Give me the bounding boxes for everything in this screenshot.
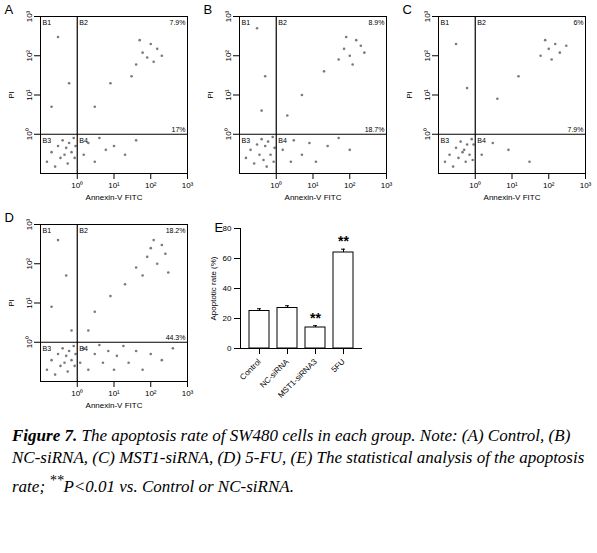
- svg-text:B4: B4: [79, 136, 88, 143]
- svg-text:10¹: 10¹: [423, 89, 432, 101]
- svg-text:Apoptotic rate (%): Apoptotic rate (%): [209, 256, 218, 320]
- svg-text:B2: B2: [477, 19, 486, 26]
- svg-text:10²: 10²: [543, 181, 555, 190]
- svg-text:10¹: 10¹: [224, 89, 233, 101]
- svg-text:10³: 10³: [224, 10, 233, 22]
- svg-text:PI: PI: [7, 299, 16, 307]
- svg-text:40: 40: [223, 284, 232, 293]
- svg-text:MST1-siRNA3: MST1-siRNA3: [276, 357, 319, 400]
- svg-text:18.7%: 18.7%: [365, 125, 385, 132]
- svg-text:C: C: [403, 2, 412, 17]
- svg-text:B2: B2: [79, 19, 88, 26]
- svg-text:PI: PI: [405, 91, 414, 99]
- svg-text:10²: 10²: [224, 50, 233, 62]
- svg-text:B3: B3: [242, 136, 251, 143]
- svg-text:B1: B1: [242, 19, 251, 26]
- svg-text:7.9%: 7.9%: [568, 125, 584, 132]
- svg-text:10⁰: 10⁰: [270, 181, 282, 190]
- svg-text:10⁰: 10⁰: [71, 181, 83, 190]
- svg-text:10⁰: 10⁰: [224, 128, 233, 140]
- svg-text:B4: B4: [477, 136, 486, 143]
- svg-text:**: **: [338, 233, 349, 249]
- svg-text:10³: 10³: [182, 181, 194, 190]
- svg-text:B1: B1: [43, 227, 52, 234]
- svg-text:10³: 10³: [580, 181, 592, 190]
- svg-text:10²: 10²: [25, 258, 34, 270]
- svg-text:A: A: [5, 2, 14, 17]
- svg-text:10²: 10²: [145, 389, 157, 398]
- svg-text:10²: 10²: [145, 181, 157, 190]
- svg-text:10⁰: 10⁰: [25, 128, 34, 140]
- svg-text:7.9%: 7.9%: [170, 19, 186, 26]
- svg-text:10⁰: 10⁰: [469, 181, 481, 190]
- svg-text:10⁰: 10⁰: [25, 336, 34, 348]
- svg-text:E: E: [215, 220, 224, 235]
- svg-text:10²: 10²: [423, 50, 432, 62]
- svg-text:10³: 10³: [182, 389, 194, 398]
- svg-text:PI: PI: [206, 91, 215, 99]
- svg-text:B3: B3: [43, 344, 52, 351]
- svg-text:10²: 10²: [25, 50, 34, 62]
- svg-text:B1: B1: [43, 19, 52, 26]
- svg-text:18.2%: 18.2%: [166, 227, 186, 234]
- svg-text:10¹: 10¹: [108, 181, 120, 190]
- svg-text:Control: Control: [238, 357, 263, 382]
- svg-text:10¹: 10¹: [108, 389, 120, 398]
- svg-text:D: D: [5, 210, 14, 225]
- svg-text:B3: B3: [441, 136, 450, 143]
- svg-text:80: 80: [223, 224, 232, 233]
- svg-text:B: B: [204, 2, 213, 17]
- svg-text:B2: B2: [278, 19, 287, 26]
- svg-text:B4: B4: [79, 344, 88, 351]
- svg-text:10³: 10³: [25, 10, 34, 22]
- svg-text:10²: 10²: [344, 181, 356, 190]
- svg-text:10¹: 10¹: [307, 181, 319, 190]
- svg-text:10³: 10³: [381, 181, 393, 190]
- svg-text:10¹: 10¹: [25, 297, 34, 309]
- svg-text:B2: B2: [79, 227, 88, 234]
- svg-text:Annexin-V FITC: Annexin-V FITC: [285, 193, 342, 202]
- html-text:Figure 7. The apoptosis rate o: Figure 7. The apoptosis rate of SW480 ce…: [12, 426, 585, 496]
- svg-text:10⁰: 10⁰: [71, 389, 83, 398]
- svg-text:B3: B3: [43, 136, 52, 143]
- svg-text:10³: 10³: [25, 218, 34, 230]
- svg-text:NC-siRNA: NC-siRNA: [258, 357, 291, 390]
- svg-text:5FU: 5FU: [330, 357, 347, 374]
- svg-text:10⁰: 10⁰: [423, 128, 432, 140]
- svg-text:B4: B4: [278, 136, 287, 143]
- svg-text:20: 20: [223, 314, 232, 323]
- svg-text:PI: PI: [7, 91, 16, 99]
- svg-text:Annexin-V FITC: Annexin-V FITC: [86, 193, 143, 202]
- svg-text:17%: 17%: [171, 125, 185, 132]
- svg-text:10¹: 10¹: [25, 89, 34, 101]
- svg-text:60: 60: [223, 254, 232, 263]
- svg-text:B1: B1: [441, 19, 450, 26]
- svg-text:0: 0: [227, 344, 232, 353]
- svg-text:8.9%: 8.9%: [369, 19, 385, 26]
- svg-text:6%: 6%: [573, 19, 583, 26]
- svg-text:Annexin-V FITC: Annexin-V FITC: [484, 193, 541, 202]
- svg-text:Annexin-V FITC: Annexin-V FITC: [86, 401, 143, 410]
- svg-text:10³: 10³: [423, 10, 432, 22]
- svg-text:44.3%: 44.3%: [166, 333, 186, 340]
- svg-text:**: **: [310, 310, 321, 326]
- svg-text:10¹: 10¹: [506, 181, 518, 190]
